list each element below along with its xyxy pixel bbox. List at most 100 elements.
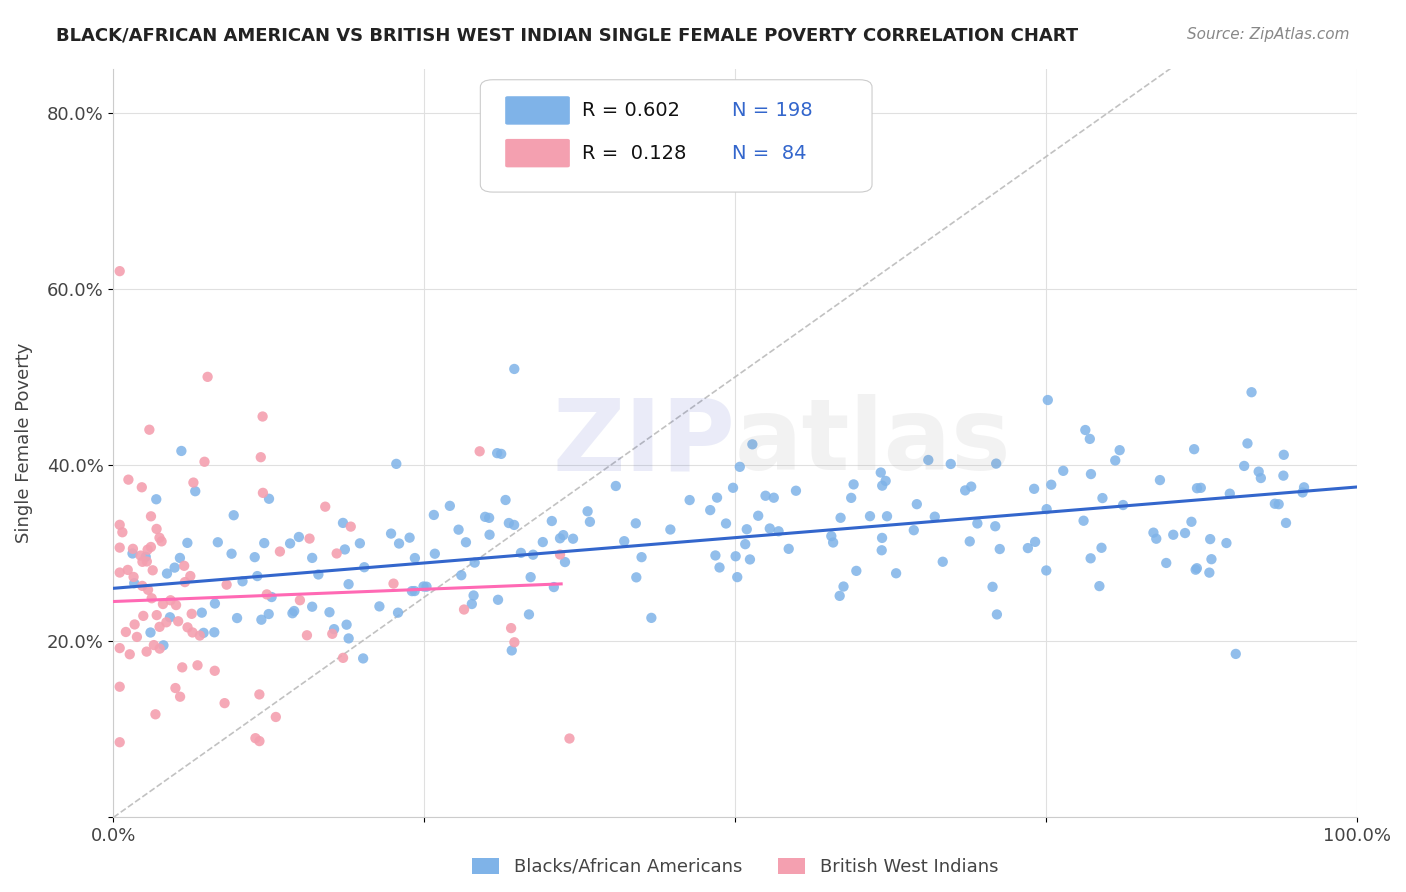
Point bbox=[454, 535, 477, 549]
Point bbox=[159, 610, 181, 624]
Point bbox=[486, 446, 509, 460]
Point bbox=[401, 584, 423, 599]
Point bbox=[869, 466, 891, 480]
Point bbox=[336, 617, 359, 632]
Point bbox=[333, 542, 356, 557]
Point bbox=[131, 480, 153, 494]
Point bbox=[165, 681, 187, 695]
Point bbox=[295, 628, 318, 642]
Point bbox=[132, 608, 155, 623]
Point bbox=[884, 566, 907, 581]
Point bbox=[495, 493, 517, 508]
Point bbox=[489, 447, 512, 461]
FancyBboxPatch shape bbox=[481, 79, 872, 192]
Point bbox=[953, 483, 976, 498]
Point bbox=[170, 444, 193, 458]
Point bbox=[173, 558, 195, 573]
Point bbox=[298, 532, 321, 546]
Point bbox=[1185, 481, 1208, 495]
Point bbox=[222, 508, 245, 523]
Point bbox=[186, 658, 208, 673]
Point bbox=[415, 580, 437, 594]
Point bbox=[226, 611, 249, 625]
Point bbox=[1236, 436, 1258, 450]
Point bbox=[439, 499, 461, 513]
Point bbox=[1250, 471, 1272, 485]
Point bbox=[145, 707, 167, 722]
Point bbox=[339, 519, 361, 533]
Point bbox=[115, 624, 138, 639]
Point bbox=[278, 536, 301, 550]
Point bbox=[252, 486, 274, 500]
Point bbox=[870, 478, 893, 492]
Point bbox=[404, 551, 426, 566]
Point bbox=[176, 536, 198, 550]
Point bbox=[1142, 525, 1164, 540]
Point bbox=[1112, 498, 1135, 512]
Point bbox=[486, 592, 509, 607]
Point bbox=[519, 570, 541, 584]
Point bbox=[179, 569, 201, 583]
Point bbox=[498, 516, 520, 530]
Point bbox=[721, 481, 744, 495]
Point bbox=[314, 500, 336, 514]
Point bbox=[150, 534, 173, 549]
Point bbox=[823, 535, 845, 549]
Point bbox=[517, 607, 540, 622]
Point bbox=[714, 516, 737, 531]
Point bbox=[778, 541, 800, 556]
Point bbox=[576, 504, 599, 518]
Point bbox=[138, 423, 160, 437]
Point bbox=[117, 473, 139, 487]
Point bbox=[548, 548, 571, 562]
Point bbox=[108, 264, 131, 278]
Point bbox=[165, 598, 187, 612]
Point bbox=[167, 614, 190, 628]
Point bbox=[870, 543, 893, 558]
Point bbox=[678, 493, 700, 508]
Point bbox=[1144, 532, 1167, 546]
Point bbox=[903, 523, 925, 537]
FancyBboxPatch shape bbox=[505, 96, 569, 125]
Point bbox=[352, 651, 374, 665]
Point bbox=[474, 509, 496, 524]
Point bbox=[1233, 458, 1256, 473]
FancyBboxPatch shape bbox=[505, 139, 569, 168]
Point bbox=[1267, 497, 1289, 511]
Point bbox=[231, 574, 253, 589]
Point bbox=[453, 602, 475, 616]
Point bbox=[108, 641, 131, 656]
Text: BLACK/AFRICAN AMERICAN VS BRITISH WEST INDIAN SINGLE FEMALE POVERTY CORRELATION : BLACK/AFRICAN AMERICAN VS BRITISH WEST I… bbox=[56, 27, 1078, 45]
Point bbox=[1219, 486, 1241, 500]
Point bbox=[1036, 392, 1059, 407]
Point bbox=[747, 508, 769, 523]
Point bbox=[180, 607, 202, 621]
Point bbox=[318, 605, 340, 619]
Point bbox=[605, 479, 627, 493]
Point bbox=[939, 457, 962, 471]
Point bbox=[659, 523, 682, 537]
Point bbox=[135, 549, 157, 564]
Legend: Blacks/African Americans, British West Indians: Blacks/African Americans, British West I… bbox=[465, 850, 1005, 883]
Point bbox=[540, 514, 562, 528]
Text: R = 0.602: R = 0.602 bbox=[582, 101, 681, 120]
Point bbox=[548, 531, 571, 545]
Point bbox=[1199, 532, 1222, 546]
Point bbox=[283, 604, 305, 618]
Point bbox=[288, 530, 311, 544]
Point bbox=[135, 554, 157, 568]
Text: R =  0.128: R = 0.128 bbox=[582, 144, 686, 162]
Point bbox=[1292, 480, 1315, 494]
Point bbox=[859, 509, 882, 524]
Point bbox=[1189, 481, 1212, 495]
Point bbox=[125, 630, 148, 644]
Point bbox=[1154, 556, 1177, 570]
Point bbox=[246, 569, 269, 583]
Point bbox=[463, 589, 485, 603]
Point bbox=[845, 564, 868, 578]
Point bbox=[122, 570, 145, 584]
Point bbox=[145, 608, 167, 623]
Point bbox=[932, 555, 955, 569]
Point bbox=[172, 660, 194, 674]
Point bbox=[398, 531, 420, 545]
